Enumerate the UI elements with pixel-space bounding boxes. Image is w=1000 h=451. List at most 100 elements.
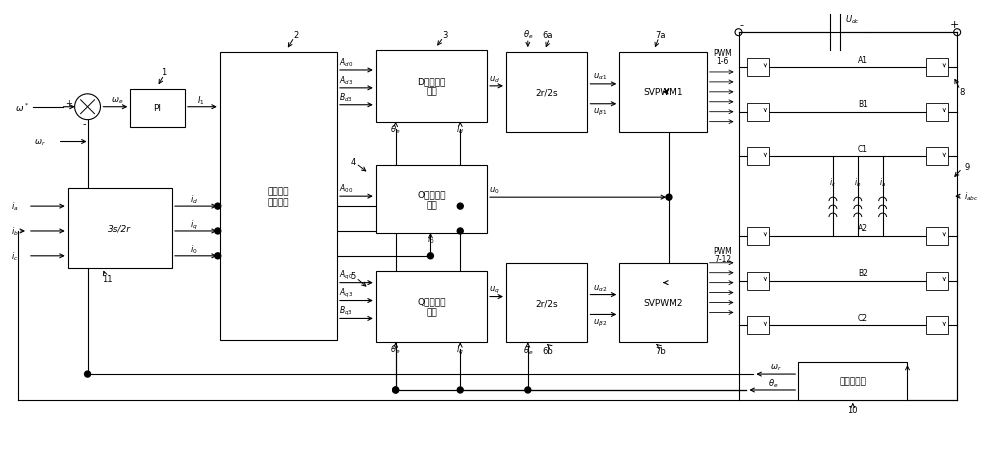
Text: 电流幅值
分配模块: 电流幅值 分配模块 xyxy=(268,187,289,207)
Text: $\omega_e$: $\omega_e$ xyxy=(111,95,124,106)
Bar xyxy=(926,227,948,245)
Bar xyxy=(747,104,769,121)
Circle shape xyxy=(666,195,672,201)
Text: 6b: 6b xyxy=(542,346,553,355)
Text: $i_q$: $i_q$ xyxy=(190,218,198,231)
Bar xyxy=(926,59,948,77)
Bar xyxy=(747,59,769,77)
Bar xyxy=(747,317,769,335)
Text: $i_b$: $i_b$ xyxy=(854,175,861,188)
Text: $i_d$: $i_d$ xyxy=(190,193,198,206)
Circle shape xyxy=(393,387,399,393)
Circle shape xyxy=(85,371,91,377)
Bar xyxy=(220,53,337,341)
Text: $i_c$: $i_c$ xyxy=(829,175,836,188)
Text: $A_{d3}$: $A_{d3}$ xyxy=(339,74,353,87)
Circle shape xyxy=(215,229,221,235)
Text: -: - xyxy=(740,20,744,30)
Text: 8: 8 xyxy=(959,88,965,97)
Bar xyxy=(747,272,769,290)
Bar xyxy=(926,104,948,121)
Text: +: + xyxy=(65,99,72,108)
Circle shape xyxy=(457,387,463,393)
Text: 速度传感器: 速度传感器 xyxy=(839,377,866,386)
Text: B2: B2 xyxy=(858,269,868,277)
Text: $i_0$: $i_0$ xyxy=(427,233,434,246)
Text: 7-12: 7-12 xyxy=(714,255,731,264)
Text: 1: 1 xyxy=(161,68,167,77)
Text: +: + xyxy=(950,20,959,30)
Circle shape xyxy=(215,204,221,210)
Circle shape xyxy=(525,387,531,393)
Text: 10: 10 xyxy=(848,405,858,414)
Text: $i_q$: $i_q$ xyxy=(456,343,464,356)
Circle shape xyxy=(215,253,221,259)
Text: 11: 11 xyxy=(102,275,113,284)
Text: 1-6: 1-6 xyxy=(716,56,729,65)
Text: $u_{\beta1}$: $u_{\beta1}$ xyxy=(593,107,607,118)
Text: $\theta_e$: $\theta_e$ xyxy=(523,344,533,357)
Text: PWM: PWM xyxy=(713,247,732,256)
Text: $i_b$: $i_b$ xyxy=(11,225,19,238)
Circle shape xyxy=(457,229,463,235)
Circle shape xyxy=(427,253,433,259)
Bar xyxy=(747,148,769,166)
Text: Q轴电流调
节器: Q轴电流调 节器 xyxy=(417,297,446,317)
Circle shape xyxy=(393,387,399,393)
Bar xyxy=(926,317,948,335)
Text: A1: A1 xyxy=(858,55,868,64)
Text: $I_1$: $I_1$ xyxy=(197,94,205,107)
Text: 9: 9 xyxy=(964,162,969,171)
Text: $\theta_e$: $\theta_e$ xyxy=(390,123,401,136)
Text: 5: 5 xyxy=(350,272,356,281)
Bar xyxy=(376,166,487,234)
Text: A2: A2 xyxy=(858,224,868,233)
Text: 7b: 7b xyxy=(656,346,666,355)
Text: C2: C2 xyxy=(858,313,868,322)
Text: $u_q$: $u_q$ xyxy=(489,285,499,295)
Text: $U_{dc}$: $U_{dc}$ xyxy=(845,13,860,25)
Text: $i_0$: $i_0$ xyxy=(190,243,198,256)
Text: $i_c$: $i_c$ xyxy=(11,250,19,262)
Bar xyxy=(506,53,587,132)
Text: $u_d$: $u_d$ xyxy=(489,74,500,85)
Bar xyxy=(68,189,172,268)
Text: PWM: PWM xyxy=(713,48,732,57)
Text: 7a: 7a xyxy=(656,31,666,40)
Text: 2r/2s: 2r/2s xyxy=(535,299,558,307)
Text: 3: 3 xyxy=(443,31,448,40)
Text: $A_{d0}$: $A_{d0}$ xyxy=(339,57,353,69)
Text: $i_a$: $i_a$ xyxy=(879,175,886,188)
Text: $\theta_e$: $\theta_e$ xyxy=(390,343,401,356)
Text: $i_a$: $i_a$ xyxy=(11,200,19,213)
Text: $B_{d3}$: $B_{d3}$ xyxy=(339,92,353,104)
Bar xyxy=(747,227,769,245)
Text: D轴电流调
节器: D轴电流调 节器 xyxy=(417,77,446,97)
Text: $u_{\beta2}$: $u_{\beta2}$ xyxy=(593,317,607,328)
Bar xyxy=(506,263,587,342)
Text: 4: 4 xyxy=(350,157,356,166)
Bar xyxy=(376,51,487,122)
Text: SVPWM1: SVPWM1 xyxy=(643,88,683,97)
Text: $u_{\alpha1}$: $u_{\alpha1}$ xyxy=(593,72,608,82)
Text: $A_{q0}$: $A_{q0}$ xyxy=(339,268,353,281)
Text: $A_{00}$: $A_{00}$ xyxy=(339,183,353,195)
Text: $\theta_e$: $\theta_e$ xyxy=(523,29,533,41)
Text: $u_{\alpha2}$: $u_{\alpha2}$ xyxy=(593,283,608,293)
Text: $i_d$: $i_d$ xyxy=(456,123,464,136)
Text: SVPWM2: SVPWM2 xyxy=(643,299,683,307)
Bar xyxy=(619,263,707,342)
Text: $\omega_r$: $\omega_r$ xyxy=(770,362,782,373)
Text: $B_{q3}$: $B_{q3}$ xyxy=(339,304,353,318)
Text: -: - xyxy=(83,118,86,129)
Text: PI: PI xyxy=(154,104,162,113)
Bar xyxy=(926,148,948,166)
Text: $\omega_r$: $\omega_r$ xyxy=(34,137,46,147)
Text: 3s/2r: 3s/2r xyxy=(108,224,131,233)
Text: 6a: 6a xyxy=(542,31,553,40)
Bar xyxy=(798,362,907,400)
Bar xyxy=(376,271,487,342)
Text: 2r/2s: 2r/2s xyxy=(535,88,558,97)
Text: C1: C1 xyxy=(858,145,868,154)
Text: B1: B1 xyxy=(858,100,868,109)
